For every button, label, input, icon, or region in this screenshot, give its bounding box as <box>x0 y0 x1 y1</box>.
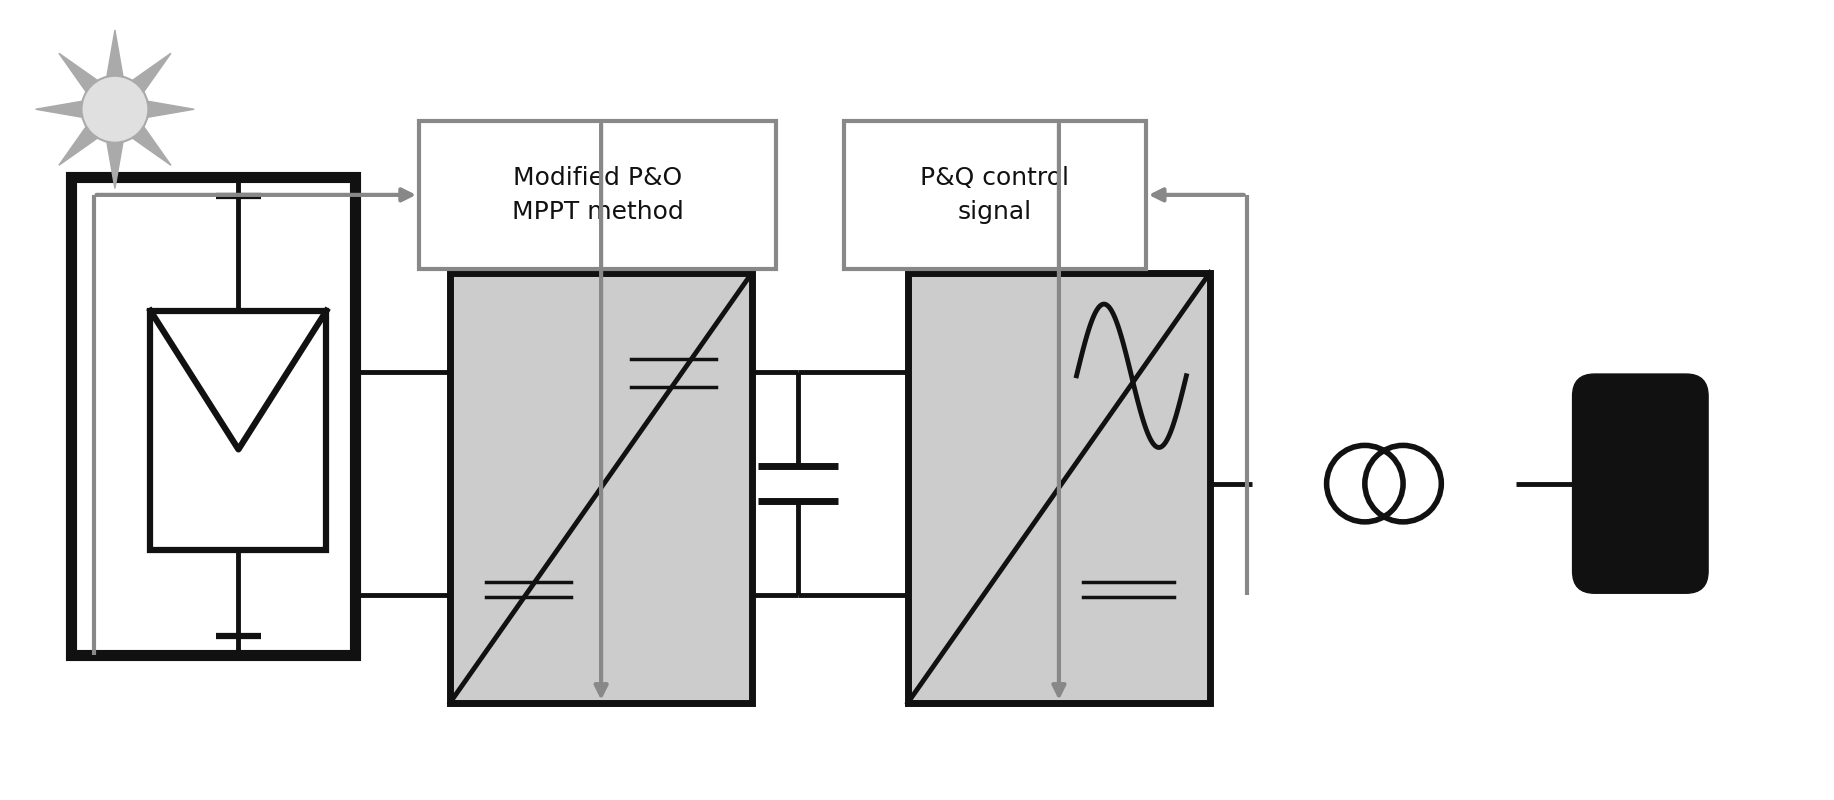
Circle shape <box>81 76 149 142</box>
Polygon shape <box>106 30 123 77</box>
FancyBboxPatch shape <box>1572 374 1707 594</box>
Polygon shape <box>132 126 171 166</box>
Bar <box>908 273 1210 702</box>
Polygon shape <box>35 101 83 118</box>
Bar <box>418 121 776 269</box>
Polygon shape <box>132 54 171 92</box>
Polygon shape <box>106 142 123 189</box>
Text: P&Q control
signal: P&Q control signal <box>921 166 1069 224</box>
Polygon shape <box>59 54 97 92</box>
Polygon shape <box>147 101 194 118</box>
Bar <box>150 310 326 550</box>
Bar <box>449 273 752 702</box>
Bar <box>72 177 354 655</box>
Bar <box>844 121 1146 269</box>
Text: Modified P&O
MPPT method: Modified P&O MPPT method <box>512 166 684 224</box>
Polygon shape <box>59 126 97 166</box>
